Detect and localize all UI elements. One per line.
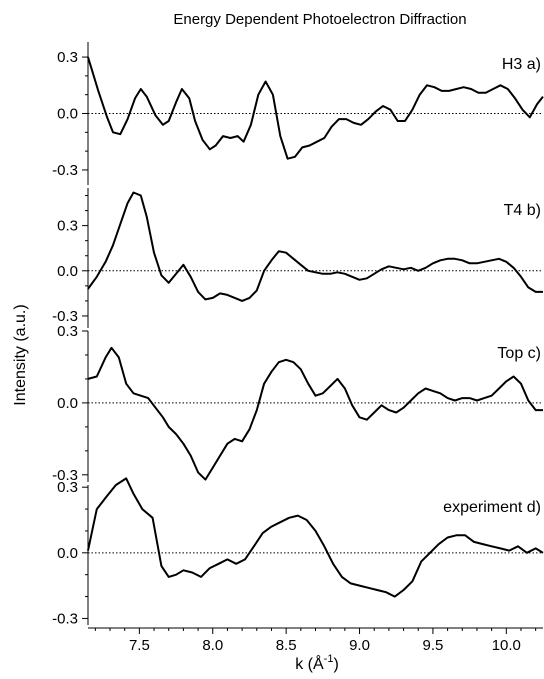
y-tick-label: 0.0 — [57, 545, 78, 562]
panel-label: Top c) — [497, 345, 541, 362]
chart-panels: 0.30.0-0.3H3 a)0.30.0-0.3T4 b)0.30.0-0.3… — [52, 42, 543, 627]
panel-4: 0.3 0.0 -0.3 experiment d) — [52, 478, 543, 627]
y-tick-label: 0.0 — [57, 106, 78, 123]
x-axis-label: k (Å-1) — [295, 653, 339, 673]
y-tick-label: 0.3 — [57, 323, 78, 340]
y-tick-label: -0.3 — [52, 610, 78, 627]
x-tick-label: 10.0 — [492, 637, 521, 654]
series-line-panel-1 — [88, 57, 543, 159]
y-tick-label: 0.0 — [57, 263, 78, 280]
panel-1: 0.3 0.0 -0.3 H3 a) — [52, 42, 543, 185]
panel-2: 0.30.0-0.3T4 b) — [52, 188, 543, 328]
x-axis: 7.5 8.0 8.5 9.0 9.5 10.0 — [88, 628, 543, 654]
x-tick-label: 8.0 — [202, 637, 223, 654]
y-tick-label: 0.3 — [57, 218, 78, 235]
x-axis-label-close: ) — [333, 656, 338, 673]
x-tick-label: 7.5 — [129, 637, 150, 654]
panel-label: T4 b) — [504, 202, 541, 219]
series-line-panel-4 — [88, 478, 543, 596]
x-axis-label-main: k (Å — [295, 654, 324, 673]
x-tick-label: 9.5 — [422, 637, 443, 654]
y-tick-label: -0.3 — [52, 162, 78, 179]
chart-title: Energy Dependent Photoelectron Diffracti… — [173, 11, 466, 28]
y-tick-label: 0.3 — [57, 49, 78, 66]
panel-label: experiment d) — [443, 499, 541, 516]
panel-label: H3 a) — [502, 56, 541, 73]
y-tick-label: 0.0 — [57, 395, 78, 412]
x-tick-label: 8.5 — [276, 637, 297, 654]
y-axis-label: Intensity (a.u.) — [12, 304, 29, 405]
x-axis-label-superscript: -1 — [324, 653, 334, 665]
series-line-panel-2 — [88, 193, 543, 301]
x-tick-label: 9.0 — [349, 637, 370, 654]
series-line-panel-3 — [88, 348, 543, 480]
y-tick-label: 0.3 — [57, 479, 78, 496]
